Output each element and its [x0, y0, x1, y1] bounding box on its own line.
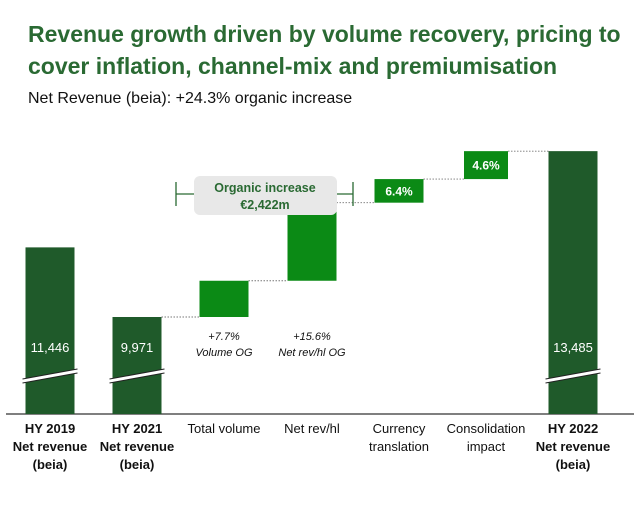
axis-break-line	[109, 372, 165, 384]
organic-callout-value: €2,422m	[240, 198, 289, 212]
category-label: (beia)	[556, 457, 591, 472]
step-note-label: Volume OG	[195, 347, 253, 359]
category-label: HY 2019	[25, 421, 75, 436]
category-label: HY 2022	[548, 421, 598, 436]
total-bar	[25, 247, 75, 414]
category-label: Net revenue	[100, 439, 174, 454]
axis-break-line	[545, 372, 601, 384]
step-bar	[464, 151, 508, 180]
bar-value-label: 13,485	[553, 340, 593, 355]
category-label: HY 2021	[112, 421, 162, 436]
chart-subtitle: Net Revenue (beia): +24.3% organic incre…	[28, 90, 353, 107]
step-note-value: +7.7%	[208, 331, 240, 343]
total-bar	[112, 317, 162, 414]
axis-break-line	[545, 368, 601, 380]
category-label: impact	[467, 439, 506, 454]
category-label: Net revenue	[13, 439, 87, 454]
category-label: Net rev/hl	[284, 421, 340, 436]
total-bar	[548, 151, 598, 414]
step-note-value: +15.6%	[293, 331, 331, 343]
axis-break-mark	[109, 369, 165, 383]
category-label: translation	[369, 439, 429, 454]
bar-value-label: 9,971	[121, 340, 154, 355]
chart-title: Revenue growth driven by volume recovery…	[28, 21, 621, 79]
category-label: (beia)	[120, 457, 155, 472]
step-bar	[374, 179, 424, 203]
axis-break-mark	[545, 369, 601, 383]
category-label: Consolidation	[447, 421, 526, 436]
axis-break-line	[22, 372, 78, 384]
step-percent-label: 6.4%	[385, 184, 413, 198]
category-label: (beia)	[33, 457, 68, 472]
axis-break-line	[109, 368, 165, 380]
axis-break-line	[22, 368, 78, 380]
step-bar	[287, 202, 337, 281]
category-label: Currency	[373, 421, 426, 436]
category-label: Net revenue	[536, 439, 610, 454]
step-percent-label: 4.6%	[472, 159, 500, 173]
bar-value-label: 11,446	[31, 340, 70, 355]
step-note-label: Net rev/hl OG	[278, 347, 346, 359]
organic-callout-title: Organic increase	[214, 181, 315, 195]
category-label: Total volume	[188, 421, 261, 436]
axis-break-mark	[22, 369, 78, 383]
organic-callout-box	[194, 176, 337, 215]
step-bar	[199, 280, 249, 317]
